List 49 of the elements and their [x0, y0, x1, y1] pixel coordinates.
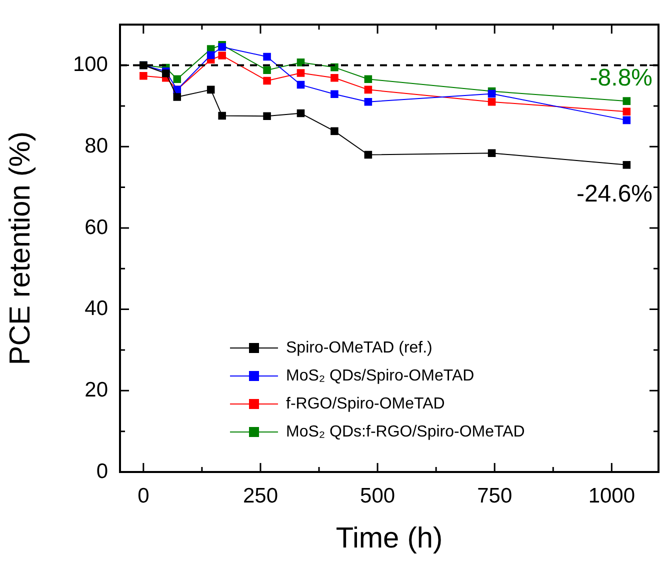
x-tick-label: 750 — [477, 484, 512, 508]
point — [622, 97, 631, 105]
y-tick-label: 0 — [96, 460, 108, 483]
point — [218, 52, 226, 60]
annotation: -24.6% — [576, 180, 652, 208]
x-tick-label: 500 — [360, 484, 396, 508]
legend-label: MoS₂ QDs/Spiro-OMeTAD — [286, 367, 474, 384]
point — [364, 150, 372, 159]
x-tick-label: 0 — [138, 484, 150, 508]
point — [173, 93, 182, 101]
point — [263, 76, 271, 85]
point — [206, 51, 215, 59]
point — [488, 98, 496, 106]
point — [140, 72, 148, 80]
annotation: -8.8% — [590, 64, 653, 92]
y-tick-label: 80 — [84, 134, 108, 158]
point — [364, 98, 372, 106]
point — [263, 52, 271, 61]
point — [173, 75, 182, 83]
point — [364, 86, 372, 94]
point — [330, 90, 338, 98]
point — [488, 149, 496, 158]
point — [622, 161, 631, 169]
point — [296, 80, 305, 89]
point — [206, 86, 215, 94]
x-tick-label: 1000 — [588, 484, 636, 508]
y-tick-label: 40 — [84, 297, 108, 320]
point — [330, 127, 338, 136]
point — [263, 112, 271, 120]
y-tick-label: 20 — [84, 378, 108, 402]
x-axis-title: Time (h) — [336, 522, 443, 555]
point — [488, 90, 496, 98]
point — [296, 69, 305, 77]
y-tick-label: 60 — [84, 216, 108, 239]
point — [162, 70, 170, 78]
point — [296, 58, 305, 66]
point — [218, 112, 226, 120]
point — [296, 109, 305, 118]
point — [622, 116, 631, 124]
point — [330, 74, 338, 82]
y-axis-title: PCE retention (%) — [4, 131, 36, 366]
legend-label: f-RGO/Spiro-OMeTAD — [286, 395, 445, 412]
legend-label: MoS₂ QDs:f-RGO/Spiro-OMeTAD — [286, 423, 525, 440]
point — [364, 75, 372, 83]
point — [622, 108, 631, 116]
y-tick-label: 100 — [72, 53, 108, 76]
x-tick-label: 250 — [242, 484, 278, 508]
legend-label: Spiro-OMeTAD (ref.) — [286, 339, 432, 356]
point — [263, 66, 271, 74]
